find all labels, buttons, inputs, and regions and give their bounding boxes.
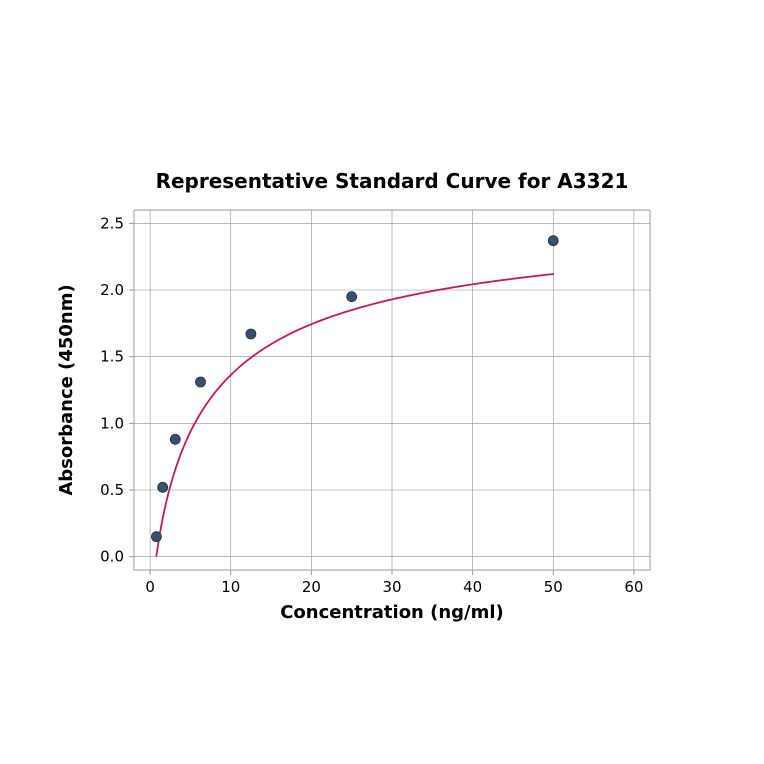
x-tick-label: 50: [544, 578, 563, 596]
data-point: [151, 532, 161, 542]
y-tick-label: 1.5: [100, 348, 124, 366]
y-tick-label: 1.0: [100, 414, 124, 432]
x-tick-label: 0: [145, 578, 155, 596]
plot-area: 0 10 20 30 40 50 60 0.0 0.5 1.0 1.5 2.0 2.5 Concentra…: [56, 169, 650, 623]
data-point: [170, 434, 180, 444]
x-axis-label: Concentration (ng/ml): [280, 602, 504, 623]
data-point: [347, 292, 357, 302]
y-tick-label: 0.0: [100, 548, 124, 566]
standard-curve-chart: 0 10 20 30 40 50 60 0.0 0.5 1.0 1.5 2.0 2.5 Concentra…: [0, 0, 764, 764]
data-point: [246, 329, 256, 339]
x-tick-label: 20: [302, 578, 321, 596]
y-tick-label: 2.0: [100, 281, 124, 299]
x-tick-label: 30: [382, 578, 401, 596]
chart-title: Representative Standard Curve for A3321: [156, 169, 629, 193]
data-point: [196, 377, 206, 387]
y-tick-label: 0.5: [100, 481, 124, 499]
x-tick-label: 40: [463, 578, 482, 596]
x-tick-label: 60: [624, 578, 643, 596]
y-tick-label: 2.5: [100, 214, 124, 232]
x-tick-label: 10: [221, 578, 240, 596]
chart-container: { "chart": { "type": "scatter-with-curve…: [0, 0, 764, 764]
y-axis-label: Absorbance (450nm): [56, 284, 77, 495]
data-point: [158, 482, 168, 492]
data-point: [548, 236, 558, 246]
